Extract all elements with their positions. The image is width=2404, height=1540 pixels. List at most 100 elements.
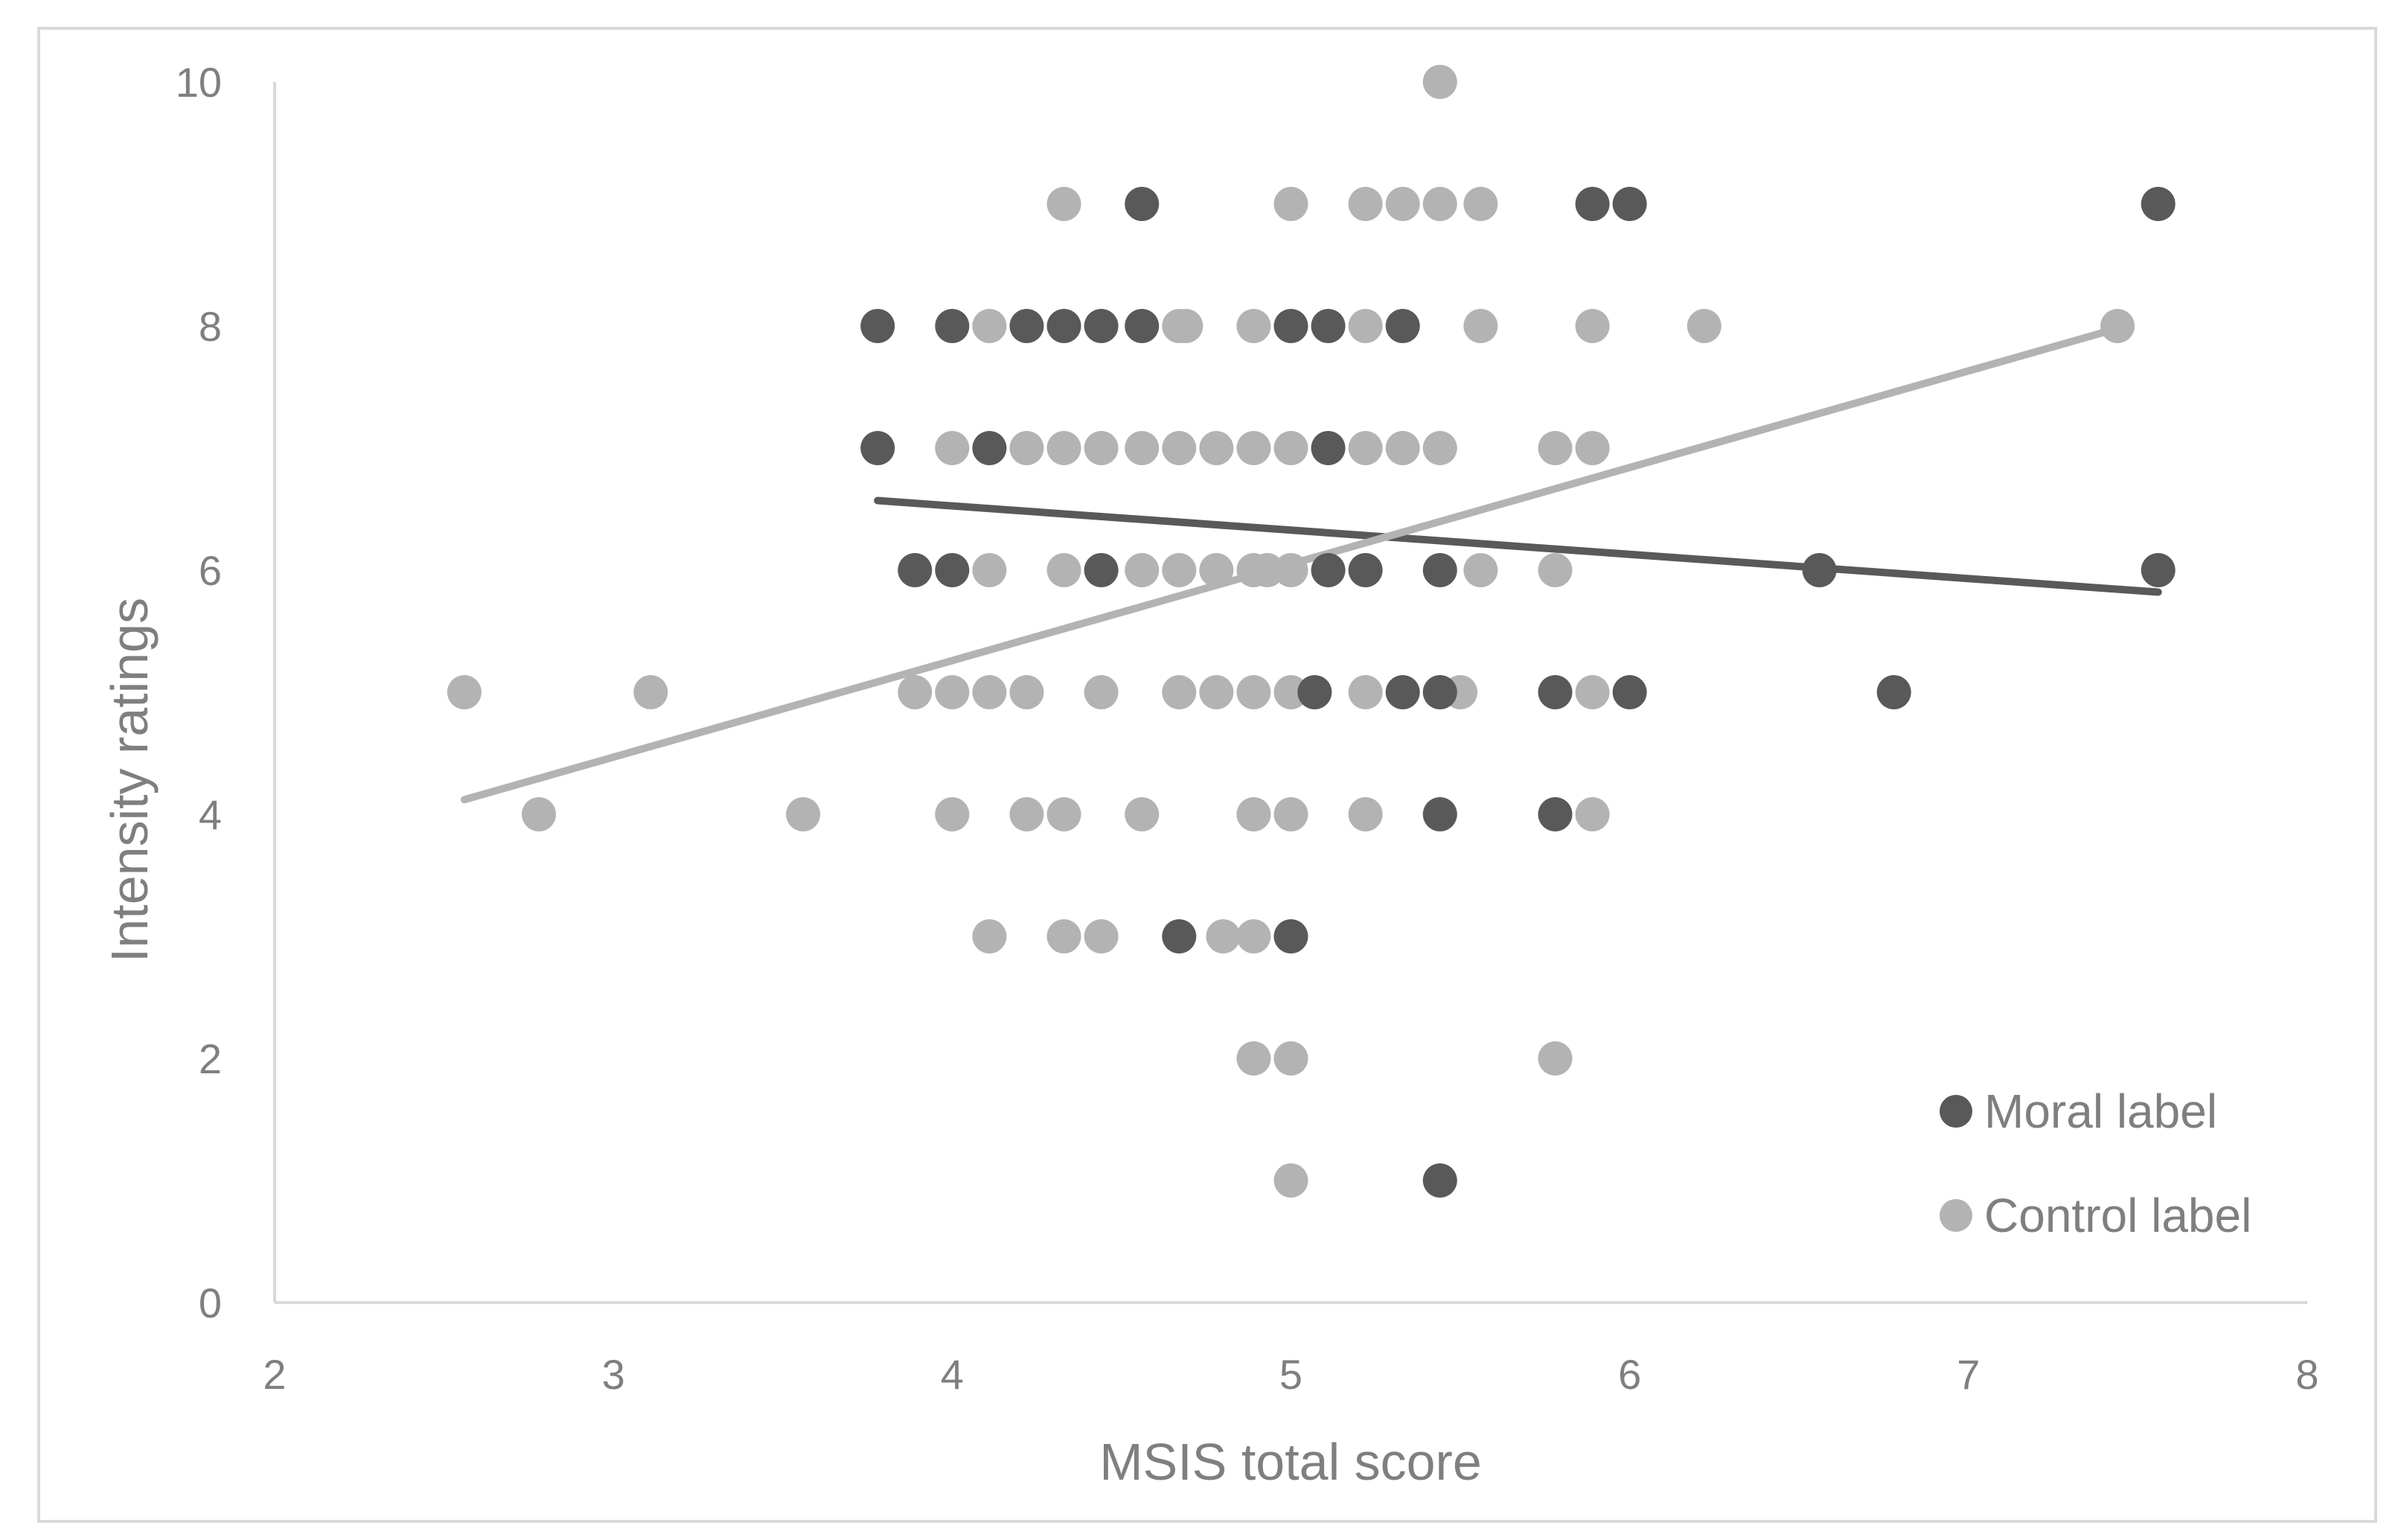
control-data-point xyxy=(1125,797,1160,831)
x-tick-label: 5 xyxy=(1279,1351,1302,1398)
control-data-point xyxy=(972,553,1007,587)
y-tick-label: 8 xyxy=(199,303,222,350)
control-data-point xyxy=(1687,309,1722,343)
control-data-point xyxy=(1199,431,1234,465)
control-data-point xyxy=(1236,1041,1271,1076)
control-data-point xyxy=(1084,431,1119,465)
control-data-point xyxy=(1169,309,1203,343)
moral-data-point xyxy=(1422,1163,1457,1198)
control-data-point xyxy=(935,431,970,465)
moral-data-point xyxy=(1422,553,1457,587)
control-data-point xyxy=(1348,797,1383,831)
moral-data-point xyxy=(972,431,1007,465)
control-data-point xyxy=(1575,431,1610,465)
control-data-point xyxy=(1538,431,1573,465)
y-tick-labels: 0 2 4 6 8 10 xyxy=(176,59,222,1326)
control-data-point xyxy=(898,675,933,709)
moral-data-point xyxy=(860,309,895,343)
control-data-point xyxy=(1385,187,1420,221)
x-axis-title: MSIS total score xyxy=(1099,1433,1482,1491)
x-tick-labels: 2 3 4 5 6 7 8 xyxy=(263,1351,2318,1398)
x-tick-label: 4 xyxy=(941,1351,964,1398)
x-tick-label: 8 xyxy=(2295,1351,2318,1398)
chart-area xyxy=(37,27,2377,1523)
y-tick-label: 6 xyxy=(199,547,222,594)
control-data-point xyxy=(1348,309,1383,343)
moral-data-point xyxy=(2141,187,2176,221)
control-data-point xyxy=(633,675,668,709)
moral-data-point xyxy=(1125,187,1160,221)
moral-data-point xyxy=(1009,309,1044,343)
moral-data-point xyxy=(1084,309,1119,343)
moral-data-point xyxy=(1273,919,1308,953)
control-data-point xyxy=(1422,65,1457,99)
control-data-point xyxy=(2100,309,2135,343)
control-data-point xyxy=(1273,797,1308,831)
control-data-point xyxy=(1162,553,1197,587)
x-tick-label: 3 xyxy=(602,1351,625,1398)
control-data-point xyxy=(1273,675,1308,709)
control-data-point xyxy=(1236,797,1271,831)
y-tick-label: 10 xyxy=(176,59,222,106)
moral-data-point xyxy=(1385,309,1420,343)
control-data-point xyxy=(1046,919,1081,953)
control-data-point xyxy=(972,309,1007,343)
control-data-point xyxy=(1538,553,1573,587)
moral-data-point xyxy=(1046,309,1081,343)
control-data-point xyxy=(1162,431,1197,465)
control-data-point xyxy=(1348,431,1383,465)
control-data-point xyxy=(1084,675,1119,709)
moral-data-point xyxy=(1575,187,1610,221)
control-data-point xyxy=(1273,187,1308,221)
moral-data-point xyxy=(1311,309,1346,343)
moral-data-point xyxy=(1612,675,1647,709)
moral-data-point xyxy=(1802,553,1837,587)
moral-data-point xyxy=(1538,797,1573,831)
control-data-point xyxy=(1463,187,1498,221)
control-data-point xyxy=(1273,431,1308,465)
legend-marker-control xyxy=(1940,1199,1972,1232)
data-points xyxy=(447,65,2176,1198)
moral-data-point xyxy=(1385,675,1420,709)
control-data-point xyxy=(972,675,1007,709)
moral-data-point xyxy=(2141,553,2176,587)
moral-data-point xyxy=(1422,797,1457,831)
control-data-point xyxy=(1199,553,1234,587)
control-data-point xyxy=(1206,919,1241,953)
moral-data-point xyxy=(1297,675,1332,709)
control-data-point xyxy=(1273,1041,1308,1076)
moral-data-point xyxy=(1348,553,1383,587)
control-data-point xyxy=(1125,431,1160,465)
legend-marker-moral xyxy=(1940,1095,1972,1128)
control-data-point xyxy=(1046,797,1081,831)
control-data-point xyxy=(1046,553,1081,587)
control-data-point xyxy=(1463,553,1498,587)
control-data-point xyxy=(1084,919,1119,953)
control-data-point xyxy=(1348,187,1383,221)
control-data-point xyxy=(1236,919,1271,953)
control-data-point xyxy=(1250,553,1285,587)
x-tick-label: 6 xyxy=(1618,1351,1641,1398)
control-data-point xyxy=(1385,431,1420,465)
y-tick-label: 2 xyxy=(199,1035,222,1082)
legend: Moral label Control label xyxy=(1940,1084,2251,1242)
moral-data-point xyxy=(898,553,933,587)
control-data-point xyxy=(1463,309,1498,343)
trendlines xyxy=(460,325,2162,804)
control-data-point xyxy=(1236,309,1271,343)
moral-data-point xyxy=(1876,675,1911,709)
control-data-point xyxy=(1125,553,1160,587)
moral-data-point xyxy=(1125,309,1160,343)
moral-data-point xyxy=(1311,431,1346,465)
y-axis-title: Intensity ratings xyxy=(100,598,159,962)
moral-data-point xyxy=(1162,919,1197,953)
moral-data-point xyxy=(1311,553,1346,587)
control-data-point xyxy=(1538,1041,1573,1076)
control-data-point xyxy=(1046,187,1081,221)
control-data-point xyxy=(972,919,1007,953)
axes xyxy=(273,82,2307,1304)
control-data-point xyxy=(522,797,557,831)
control-data-point xyxy=(1046,431,1081,465)
moral-data-point xyxy=(1612,187,1647,221)
